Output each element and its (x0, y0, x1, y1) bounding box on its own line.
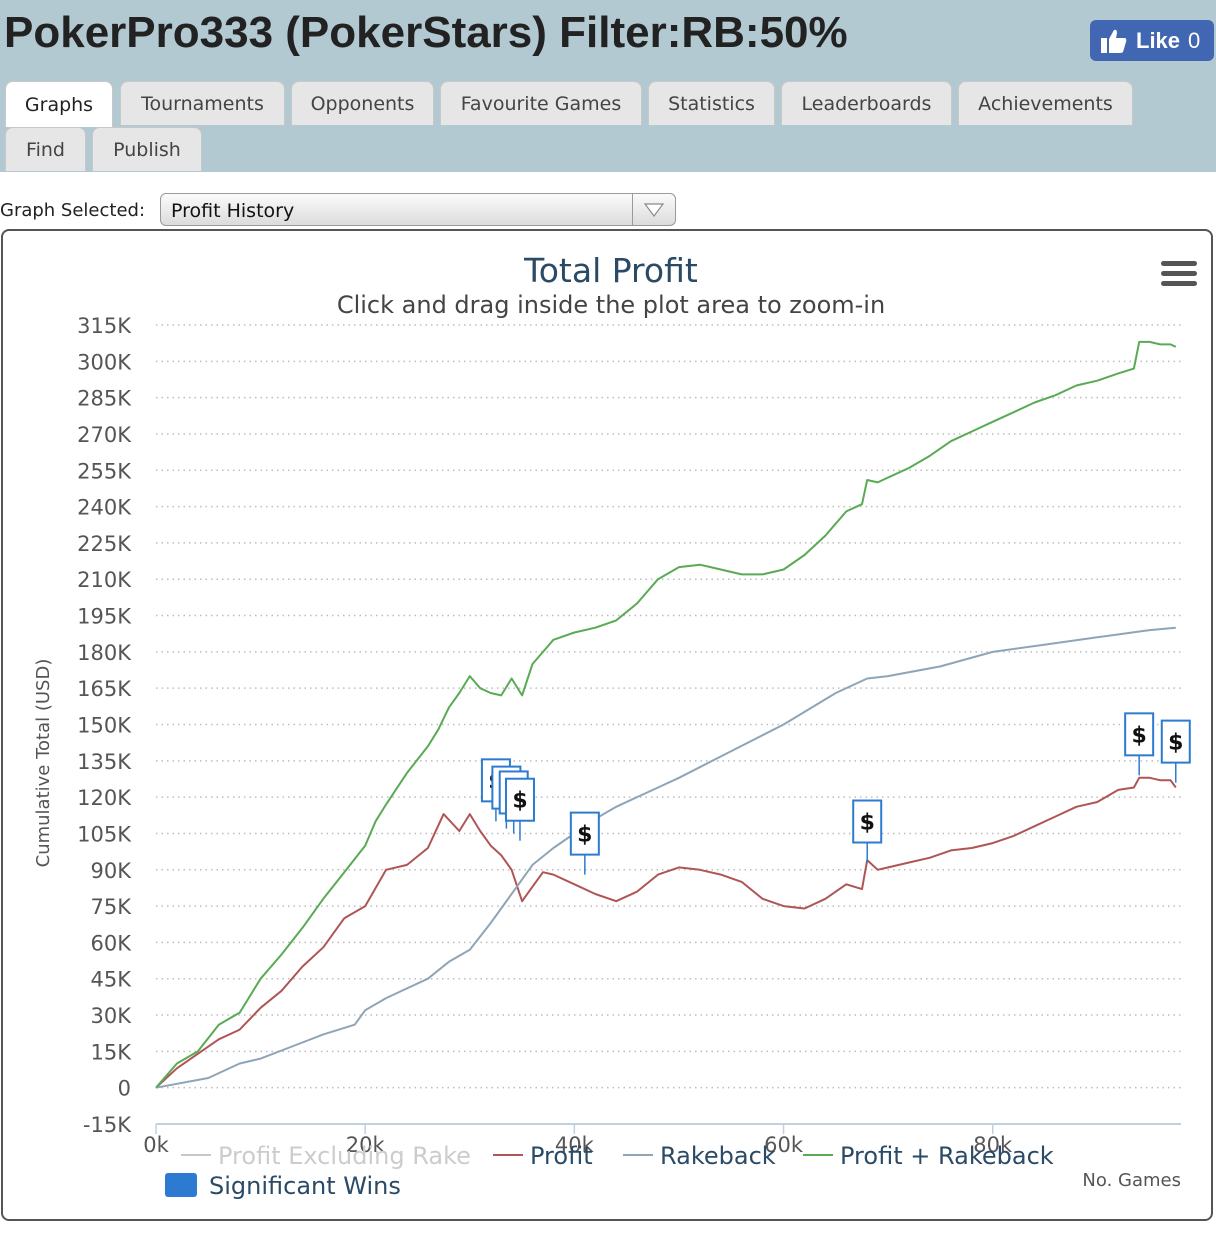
tab-tournaments[interactable]: Tournaments (120, 81, 285, 125)
legend-label: Rakeback (660, 1142, 776, 1170)
tab-find[interactable]: Find (5, 127, 86, 171)
y-tick-label: 30K (91, 1004, 133, 1028)
tab-label: Opponents (310, 92, 415, 115)
thumbs-up-icon (1101, 29, 1127, 53)
legend-item[interactable]: Profit (493, 1142, 593, 1170)
legend-label: Profit Excluding Rake (218, 1142, 471, 1170)
y-tick-label: 240K (77, 496, 132, 520)
y-tick-label: 45K (91, 968, 133, 992)
y-tick-label: 90K (91, 859, 133, 883)
legend-label: Profit + Rakeback (840, 1142, 1054, 1170)
tab-label: Favourite Games (460, 92, 622, 115)
y-tick-label: 300K (77, 350, 132, 374)
tab-label: Find (26, 138, 65, 161)
flag-label: $ (577, 823, 592, 848)
y-tick-label: 15K (91, 1040, 133, 1064)
flag-label: $ (1168, 731, 1183, 756)
legend-label: Profit (530, 1142, 593, 1170)
dropdown-arrow-button[interactable] (632, 194, 675, 225)
tab-label: Leaderboards (801, 92, 932, 115)
graph-selected-label: Graph Selected: (0, 200, 146, 221)
legend-item[interactable]: Significant Wins (165, 1172, 401, 1200)
y-tick-label: 60K (91, 931, 133, 955)
significant-win-flag[interactable]: $ (569, 811, 600, 875)
tab-favourite-games[interactable]: Favourite Games (440, 81, 642, 125)
chart-title: Total Profit (523, 251, 698, 290)
y-tick-label: 0 (118, 1077, 131, 1101)
tab-label: Publish (113, 138, 181, 161)
y-tick-label: 210K (77, 568, 132, 592)
hamburger-menu-icon[interactable] (1161, 261, 1197, 286)
x-tick-label: 60k (764, 1133, 804, 1157)
tab-label: Statistics (668, 92, 755, 115)
tab-graphs[interactable]: Graphs (5, 81, 113, 127)
tab-achievements[interactable]: Achievements (958, 81, 1133, 125)
tab-label: Graphs (24, 93, 94, 116)
graph-select-dropdown[interactable]: Profit History (160, 193, 676, 226)
chart-subtitle: Click and drag inside the plot area to z… (337, 291, 885, 319)
y-tick-label: 120K (77, 786, 132, 810)
page-title: PokerPro333 (PokerStars) Filter:RB:50% (4, 8, 848, 57)
flag-label: $ (860, 811, 875, 836)
y-tick-label: 225K (77, 532, 132, 556)
legend-label: Significant Wins (209, 1172, 401, 1200)
header-bar: PokerPro333 (PokerStars) Filter:RB:50% L… (0, 0, 1216, 172)
tab-publish[interactable]: Publish (92, 127, 202, 171)
tab-leaderboards[interactable]: Leaderboards (781, 81, 952, 125)
significant-win-flag[interactable]: $ (852, 799, 883, 863)
series-line-profit[interactable] (155, 776, 1177, 1089)
flag-box (852, 799, 883, 844)
x-tick-label: 20k (346, 1133, 386, 1157)
flag-label: $ (1132, 723, 1147, 748)
legend-item[interactable]: Profit + Rakeback (803, 1142, 1054, 1170)
like-label: Like (1136, 27, 1181, 53)
facebook-like-button[interactable]: Like 0 (1090, 20, 1214, 61)
y-tick-label: 105K (77, 822, 132, 846)
significant-win-flag[interactable]: $ (1160, 719, 1191, 783)
series-line-rakeback[interactable] (155, 626, 1176, 1089)
like-count: 0 (1188, 27, 1201, 53)
chart-container: Total Profit Click and drag inside the p… (1, 229, 1213, 1221)
y-tick-label: 270K (77, 423, 132, 447)
x-tick-label: 0k (143, 1133, 169, 1157)
flag-label: $ (512, 789, 527, 814)
y-tick-label: 195K (77, 605, 132, 629)
x-tick-label: 40k (555, 1133, 595, 1157)
series-line-profit-rakeback[interactable] (155, 340, 1177, 1089)
y-axis-title: Cumulative Total (USD) (33, 659, 54, 868)
profit-chart[interactable]: Total Profit Click and drag inside the p… (3, 231, 1211, 1219)
flag-box (504, 777, 535, 822)
y-tick-label: 180K (77, 641, 132, 665)
graph-select-value: Profit History (171, 200, 295, 222)
y-tick-label: 315K (77, 314, 132, 338)
significant-win-flag[interactable]: $ (504, 777, 535, 841)
x-tick-label: 80k (973, 1133, 1013, 1157)
x-axis-title: No. Games (1082, 1170, 1181, 1191)
tab-statistics[interactable]: Statistics (648, 81, 775, 125)
chevron-down-icon (643, 203, 665, 217)
y-tick-label: 150K (77, 714, 132, 738)
tab-label: Tournaments (141, 92, 264, 115)
y-tick-label: 255K (77, 459, 132, 483)
legend-swatch (165, 1173, 197, 1197)
y-tick-label: 165K (77, 677, 132, 701)
y-tick-label: 285K (77, 387, 132, 411)
tab-label: Achievements (978, 92, 1113, 115)
flag-box (569, 811, 600, 856)
tab-opponents[interactable]: Opponents (291, 81, 434, 125)
legend-item[interactable]: Rakeback (623, 1142, 776, 1170)
legend-item[interactable]: Profit Excluding Rake (181, 1142, 471, 1170)
y-tick-label: 135K (77, 750, 132, 774)
flag-box (1160, 719, 1191, 764)
y-tick-label: -15K (83, 1113, 132, 1137)
significant-win-flag[interactable]: $ (1124, 712, 1155, 776)
flag-box (1124, 712, 1155, 757)
y-tick-label: 75K (91, 895, 133, 919)
